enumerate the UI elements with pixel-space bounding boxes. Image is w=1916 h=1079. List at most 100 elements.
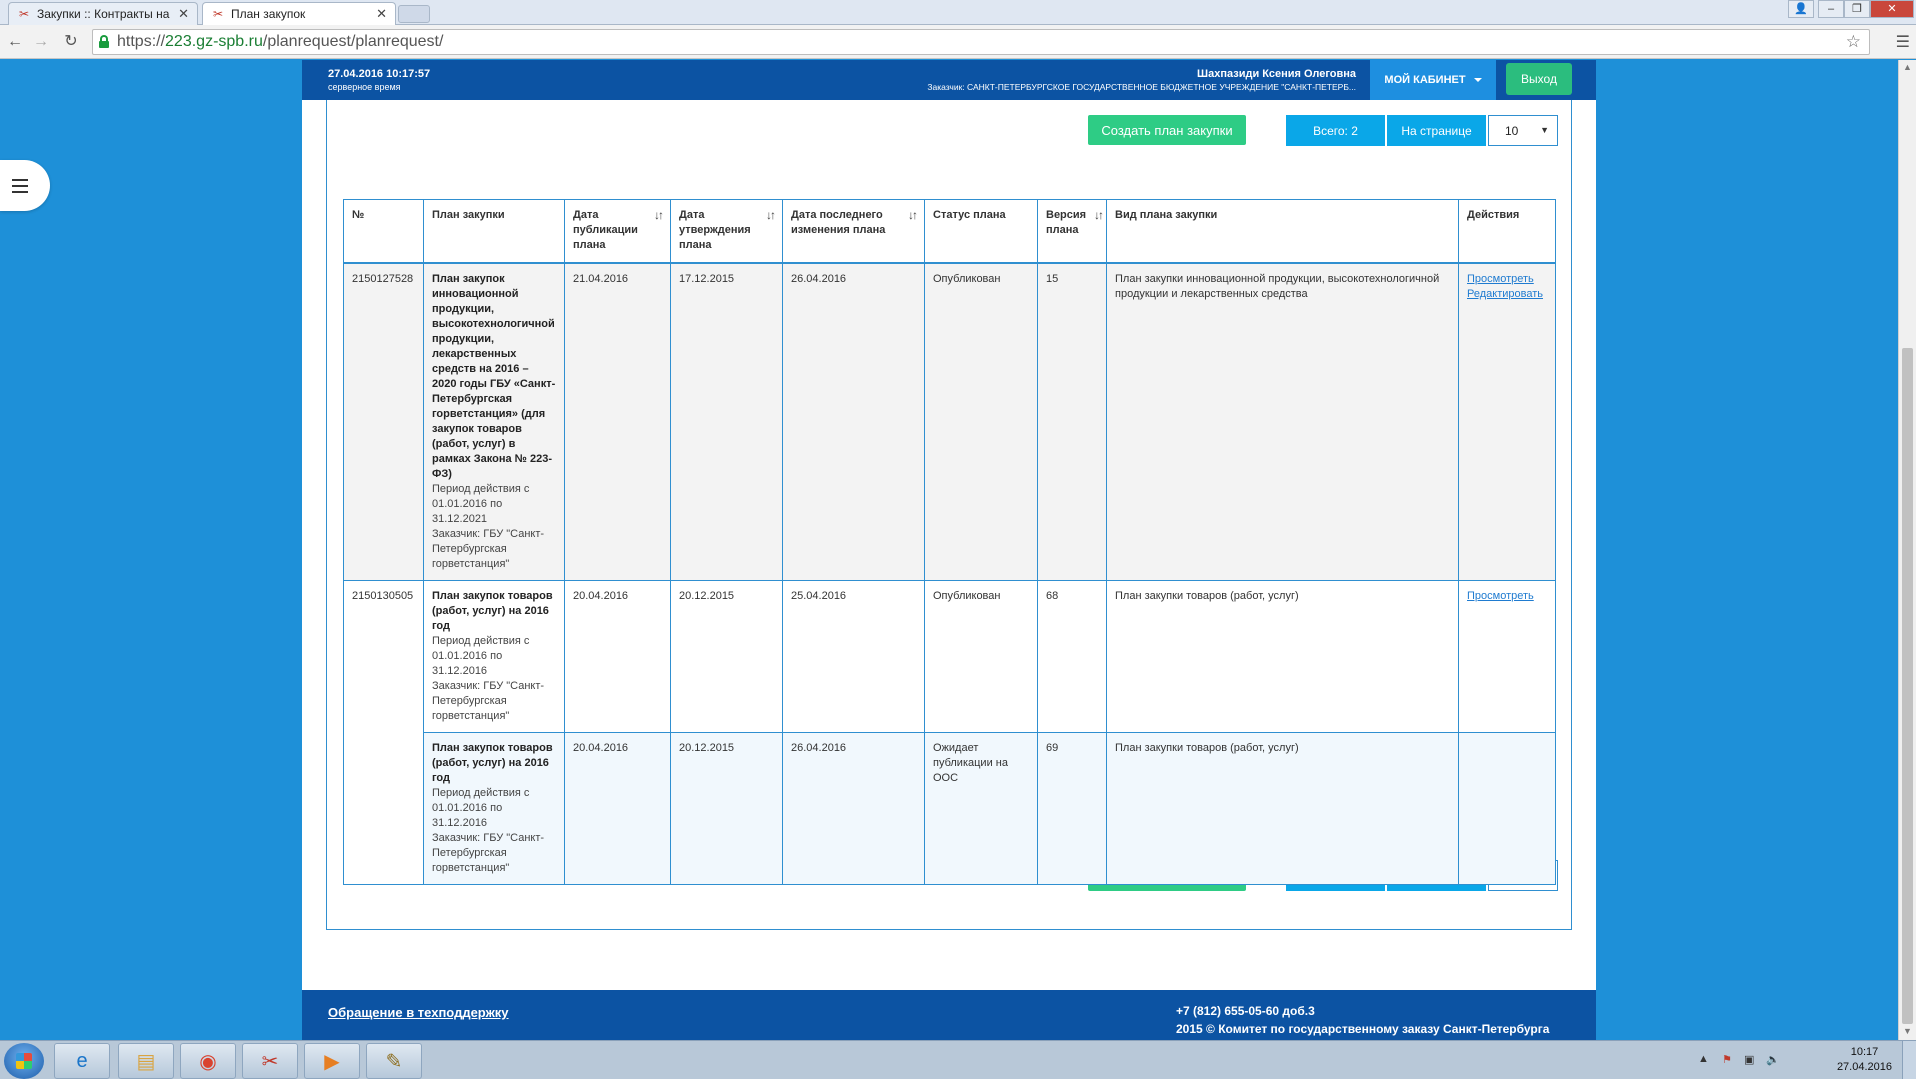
cell-kind: План закупки товаров (работ, услуг) <box>1106 732 1459 885</box>
browser-tab-bar: ✂ Закупки :: Контракты на ✕ ✂ План закуп… <box>0 0 1916 25</box>
taskbar-clock[interactable]: 10:17 27.04.2016 <box>1837 1045 1892 1075</box>
sort-icon[interactable]: ↓↑ <box>654 208 664 222</box>
back-icon[interactable]: ← <box>7 33 23 50</box>
col-kind: Вид плана закупки <box>1106 199 1459 264</box>
col-label: Версия плана <box>1046 209 1087 236</box>
url-input[interactable]: https://223.gz-spb.ru/planrequest/planre… <box>92 29 1870 55</box>
network-icon[interactable]: ▣ <box>1744 1054 1755 1066</box>
col-label: Действия <box>1467 209 1520 221</box>
action-center-flag-icon[interactable]: ⚑ <box>1722 1054 1732 1066</box>
cell-approve-date: 20.12.2015 <box>670 732 783 885</box>
total-count-badge: Всего: 2 <box>1286 115 1385 146</box>
site-header: 27.04.2016 10:17:57 серверное время Шахп… <box>302 60 1596 100</box>
scroll-up-icon[interactable]: ▲ <box>1903 62 1912 72</box>
cell-plan: План закупок товаров (работ, услуг) на 2… <box>423 580 565 733</box>
restore-icon[interactable]: ❐ <box>1844 0 1870 18</box>
lock-icon <box>99 35 109 48</box>
address-bar: ← → ↻ https://223.gz-spb.ru/planrequest/… <box>0 25 1916 59</box>
media-player-icon[interactable]: ▶ <box>304 1043 360 1079</box>
col-approve-date[interactable]: Дата утверждения плана ↓↑ <box>670 199 783 264</box>
snipping-tool-icon[interactable]: ✂ <box>242 1043 298 1079</box>
site-footer: Обращение в техподдержку +7 (812) 655-05… <box>302 990 1596 1040</box>
url-text: https://223.gz-spb.ru/planrequest/planre… <box>117 33 443 51</box>
tab-contracts[interactable]: ✂ Закупки :: Контракты на ✕ <box>8 2 198 25</box>
sort-icon[interactable]: ↓↑ <box>766 208 776 222</box>
col-pub-date[interactable]: Дата публикации плана ↓↑ <box>564 199 671 264</box>
col-label: Дата публикации плана <box>573 209 638 251</box>
hamburger-icon <box>12 177 28 195</box>
col-version[interactable]: Версия плана ↓↑ <box>1037 199 1107 264</box>
page-scrollbar[interactable]: ▲ ▼ <box>1898 60 1916 1040</box>
cell-pub-date: 21.04.2016 <box>564 262 671 581</box>
sort-icon[interactable]: ↓↑ <box>908 208 918 222</box>
plan-name: План закупок товаров (работ, услуг) на 2… <box>432 590 553 632</box>
show-hidden-icons-icon[interactable]: ▲ <box>1698 1053 1709 1065</box>
page-viewport: 27.04.2016 10:17:57 серверное время Шахп… <box>0 60 1898 1040</box>
customer-name: Заказчик: САНКТ-ПЕТЕРБУРГСКОЕ ГОСУДАРСТВ… <box>927 82 1356 92</box>
plan-period: Период действия с 01.01.2016 по 31.12.20… <box>432 482 530 525</box>
per-page-select[interactable]: 10 ▼ <box>1488 115 1558 146</box>
sort-icon[interactable]: ↓↑ <box>1094 208 1104 222</box>
close-tab-icon[interactable]: ✕ <box>376 6 387 21</box>
view-link[interactable]: Просмотреть <box>1467 590 1534 602</box>
col-actions: Действия <box>1458 199 1556 264</box>
cell-approve-date: 17.12.2015 <box>670 262 783 581</box>
plan-customer: Заказчик: ГБУ "Санкт-Петербургская горве… <box>432 680 545 722</box>
cell-number: 2150127528 <box>343 262 424 581</box>
minimize-icon[interactable]: – <box>1818 0 1844 18</box>
explorer-folder-icon[interactable]: ▤ <box>118 1043 174 1079</box>
scroll-down-icon[interactable]: ▼ <box>1903 1026 1912 1036</box>
edit-link[interactable]: Редактировать <box>1467 287 1543 300</box>
browser-menu-icon[interactable]: ☰ <box>1895 34 1910 51</box>
close-window-icon[interactable]: ✕ <box>1870 0 1914 18</box>
side-menu-toggle[interactable] <box>0 160 50 211</box>
cell-kind: План закупки товаров (работ, услуг) <box>1106 580 1459 733</box>
user-name: Шахпазиди Ксения Олеговна <box>1197 68 1356 80</box>
view-link[interactable]: Просмотреть <box>1467 272 1534 285</box>
ie-icon[interactable]: e <box>54 1043 110 1079</box>
table-row: 2150127528 План закупок инновационной пр… <box>343 262 1556 581</box>
server-time-label: серверное время <box>328 82 401 92</box>
col-plan: План закупки <box>423 199 565 264</box>
chrome-icon[interactable]: ◉ <box>180 1043 236 1079</box>
table-row: План закупок товаров (работ, услуг) на 2… <box>344 732 1556 885</box>
plans-table: № План закупки Дата публикации плана ↓↑ Д… <box>343 199 1556 885</box>
show-desktop-button[interactable] <box>1902 1041 1916 1079</box>
logout-button[interactable]: Выход <box>1506 63 1572 95</box>
cell-actions: Просмотреть Редактировать <box>1458 262 1556 581</box>
server-date: 27.04.2016 10:17:57 <box>328 68 431 80</box>
cell-status: Опубликован <box>924 262 1038 581</box>
plan-period: Период действия с 01.01.2016 по 31.12.20… <box>432 787 530 829</box>
cell-plan: План закупок инновационной продукции, вы… <box>423 262 565 581</box>
url-scheme: https:// <box>117 33 166 50</box>
reload-icon[interactable]: ↻ <box>64 33 78 50</box>
tab-plan[interactable]: ✂ План закупок ✕ <box>202 2 396 25</box>
plan-name: План закупок инновационной продукции, вы… <box>432 272 556 480</box>
create-plan-button[interactable]: Создать план закупки <box>1088 115 1246 145</box>
my-cabinet-button[interactable]: МОЙ КАБИНЕТ <box>1370 60 1496 100</box>
support-phone: +7 (812) 655-05-60 доб.3 <box>1176 1004 1315 1018</box>
cell-version: 69 <box>1037 732 1107 885</box>
plan-name: План закупок товаров (работ, услуг) на 2… <box>432 742 553 784</box>
system-tray: ▲ ⚑ ▣ 🔈 10:17 27.04.2016 <box>1676 1041 1916 1079</box>
user-profile-icon[interactable]: 👤 <box>1788 0 1814 18</box>
cell-plan: План закупок товаров (работ, услуг) на 2… <box>423 732 565 885</box>
os-taskbar: e ▤ ◉ ✂ ▶ ✎ ▲ ⚑ ▣ 🔈 10:17 27.04.2016 <box>0 1040 1916 1079</box>
cell-pub-date: 20.04.2016 <box>564 732 671 885</box>
table-row: 2150130505 План закупок товаров (работ, … <box>343 580 1556 885</box>
forward-icon[interactable]: → <box>33 33 49 50</box>
cell-pub-date: 20.04.2016 <box>564 580 671 733</box>
support-link[interactable]: Обращение в техподдержку <box>328 1005 509 1020</box>
app-icon[interactable]: ✎ <box>366 1043 422 1079</box>
volume-icon[interactable]: 🔈 <box>1766 1054 1780 1066</box>
scroll-thumb[interactable] <box>1902 348 1913 1024</box>
col-label: Дата последнего изменения плана <box>791 209 886 236</box>
col-label: Дата утверждения плана <box>679 209 751 251</box>
plan-customer: Заказчик: ГБУ "Санкт-Петербургская горве… <box>432 527 545 570</box>
start-button[interactable] <box>4 1043 44 1079</box>
col-change-date[interactable]: Дата последнего изменения плана ↓↑ <box>782 199 925 264</box>
close-tab-icon[interactable]: ✕ <box>178 6 189 21</box>
clock-date: 27.04.2016 <box>1836 1061 1892 1073</box>
bookmark-star-icon[interactable]: ☆ <box>1845 32 1861 51</box>
new-tab-button[interactable] <box>398 5 430 23</box>
